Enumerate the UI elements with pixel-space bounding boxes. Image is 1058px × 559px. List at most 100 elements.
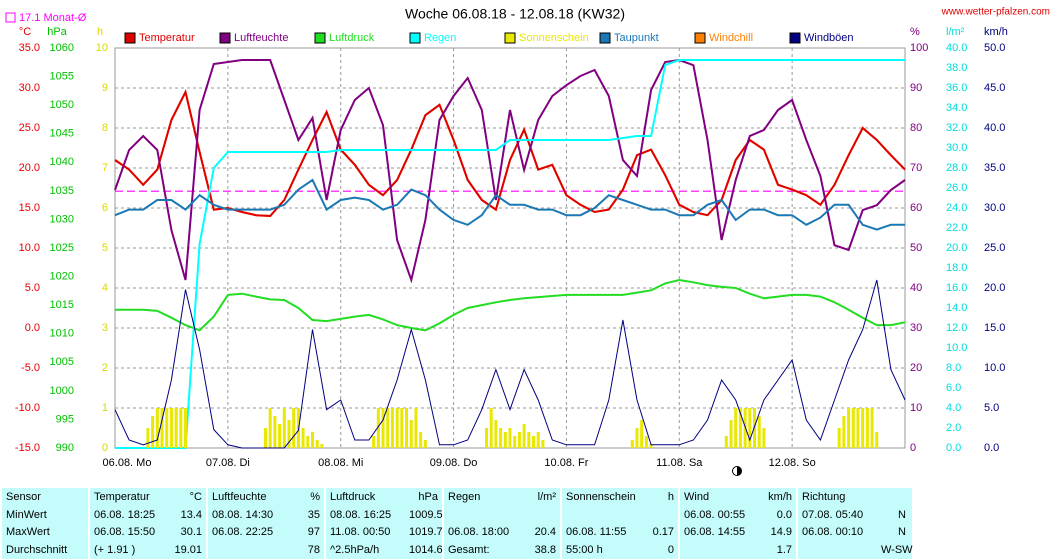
y-tick-label: 2.0 [946, 422, 961, 434]
table-cell: 08.08. 14:30 [206, 505, 287, 524]
table-cell: 06.08. 11:55 [560, 523, 641, 542]
sunshine-bar [861, 408, 865, 448]
sunshine-bar [489, 408, 493, 448]
table-cell: 07.08. 05:40 [796, 505, 877, 524]
sunshine-bar [169, 408, 173, 448]
table-cell: 30.1 [180, 526, 202, 539]
y-tick-label: 30.0 [946, 142, 967, 154]
sunshine-bar [263, 428, 267, 448]
table-cell: 20.4 [534, 526, 556, 539]
table-cell: Richtung [796, 488, 877, 506]
y-tick-label: 0 [910, 442, 916, 454]
y-tick-label: 36.0 [946, 82, 967, 94]
table-row: Durchschnitt (+ 1.91 ) 19.01 78 ^2.5hPa/h 101… [0, 541, 913, 559]
y-tick-label: 990 [56, 442, 74, 454]
table-row: MaxWert 06.08. 15:50 30.1 06.08. 22:25 97 11.… [0, 523, 911, 542]
sunshine-bar [386, 408, 390, 448]
y-tick-label: 28.0 [946, 162, 967, 174]
axis-unit: hPa [47, 26, 67, 38]
y-tick-label: 16.0 [946, 282, 967, 294]
sunshine-bar [724, 436, 728, 448]
y-tick-label: 20.0 [19, 162, 40, 174]
y-tick-label: 10.0 [984, 362, 1005, 374]
table-cell: 35 [307, 508, 320, 521]
table-cell: Sensor [0, 488, 89, 506]
sunshine-bar [734, 408, 738, 448]
sunshine-bar [160, 408, 164, 448]
table-cell: 13.4 [180, 508, 202, 521]
table-cell [523, 506, 561, 524]
series-line [114, 178, 905, 231]
table-cell: 19.01 [174, 544, 202, 557]
y-tick-label: 24.0 [946, 202, 967, 214]
table-cell: Wind [678, 488, 759, 506]
table-cell: 06.08. 18:00 [442, 523, 523, 542]
sunshine-bar [419, 432, 423, 448]
table-cell: 08.08. 16:25 [324, 505, 405, 524]
sunshine-bar [268, 408, 272, 448]
y-tick-label: 1050 [50, 99, 74, 111]
y-tick-label: 1035 [50, 185, 74, 197]
table-cell: 14.9 [770, 526, 792, 539]
y-tick-label: 80 [910, 122, 922, 134]
sunshine-bar [292, 408, 296, 448]
legend-swatch [504, 32, 516, 44]
y-tick-label: 30.0 [19, 82, 40, 94]
y-tick-label: 40.0 [984, 122, 1005, 134]
y-tick-label: 34.0 [946, 102, 967, 114]
series-line [114, 279, 906, 449]
sunshine-bar [306, 436, 310, 448]
sunshine-bar [541, 440, 545, 448]
sunshine-bar [311, 432, 314, 448]
y-tick-label: 25.0 [984, 242, 1005, 254]
table-cell: 0.17 [652, 526, 674, 539]
y-tick-label: 40.0 [946, 42, 967, 54]
sunshine-bar [405, 408, 409, 448]
table-row: Sensor Temperatur °C Luftfeuchte% Luftdruck h… [0, 488, 911, 506]
y-tick-label: 1060 [50, 42, 74, 54]
axis-unit: km/h [984, 26, 1008, 38]
y-tick-label: 4 [102, 282, 108, 294]
legend-label: Luftfeuchte [234, 32, 288, 44]
y-tick-label: 35.0 [19, 42, 40, 54]
table-cell: 1014.6 [409, 544, 443, 557]
sunshine-bar [748, 408, 752, 448]
y-tick-label: 1000 [50, 385, 74, 397]
axis-unit: h [97, 26, 103, 38]
series-line [115, 278, 906, 332]
y-tick-label: 10 [96, 42, 108, 54]
sunshine-bar [513, 436, 517, 448]
legend-swatch [409, 32, 421, 44]
y-tick-label: 3 [102, 322, 108, 334]
y-tick-label: 18.0 [946, 262, 967, 274]
table-cell: hPa [418, 490, 438, 503]
sunshine-bar [757, 416, 761, 448]
sunshine-bar [320, 444, 324, 448]
y-tick-label: 1025 [50, 242, 74, 254]
table-cell: 1019.7 [409, 526, 443, 539]
table-cell [560, 505, 641, 524]
y-tick-label: 60 [910, 202, 922, 214]
x-tick-label: 08.08. Mi [318, 457, 363, 469]
sunshine-bar [174, 408, 178, 448]
sunshine-bar [423, 440, 427, 448]
table-cell: h [667, 490, 674, 503]
sunshine-bar [390, 408, 394, 448]
y-tick-label: 100 [910, 42, 928, 54]
table-cell: Sonnenschein [560, 488, 641, 506]
x-tick-label: 12.08. So [769, 457, 816, 469]
y-tick-label: 1040 [50, 156, 74, 168]
table-cell: 06.08. 15:50 [88, 523, 169, 542]
y-tick-label: 0.0 [984, 442, 999, 454]
legend-label: Windböen [804, 32, 854, 44]
y-tick-label: 20.0 [946, 242, 967, 254]
x-tick-label: 10.08. Fr [544, 457, 588, 469]
sunshine-bar [522, 424, 526, 448]
table-cell: l/m² [537, 490, 556, 503]
sunshine-bar [640, 420, 644, 448]
legend-swatch [694, 32, 706, 44]
sunshine-bar [494, 420, 498, 448]
axis-unit: °C [19, 26, 31, 38]
sunshine-bar [287, 420, 291, 448]
sunshine-bar [278, 424, 282, 448]
